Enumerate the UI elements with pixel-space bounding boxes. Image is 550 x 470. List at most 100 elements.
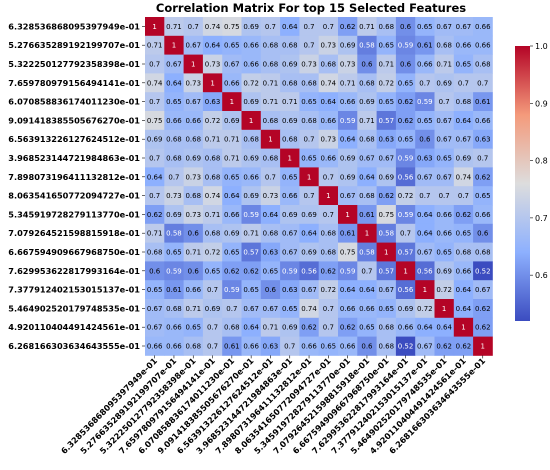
heatmap-cell — [222, 223, 242, 243]
heatmap-cell — [357, 205, 377, 225]
heatmap-cell — [338, 54, 358, 74]
cell-value-label: 0.6 — [400, 23, 412, 31]
heatmap-cell — [145, 148, 165, 168]
heatmap-cell — [318, 299, 339, 319]
cell-value-label: 0.69 — [243, 23, 259, 31]
cell-value-label: 0.65 — [301, 155, 317, 163]
cell-value-label: 0.71 — [263, 98, 279, 106]
cell-value-label: 0.67 — [282, 249, 298, 257]
cell-value-label: 0.67 — [185, 42, 201, 50]
heatmap-cell — [222, 111, 242, 131]
cell-value-label: 0.75 — [340, 249, 356, 257]
heatmap-cell — [280, 167, 300, 187]
cell-value-label: 0.68 — [263, 117, 279, 125]
cell-value-label: 0.68 — [378, 343, 394, 351]
heatmap-cell — [222, 205, 242, 225]
heatmap-cell — [299, 317, 320, 337]
heatmap-cell — [357, 148, 377, 168]
cell-value-label: 0.67 — [147, 305, 163, 313]
heatmap-cell — [299, 336, 320, 356]
cell-value-label: 0.7 — [323, 211, 334, 219]
heatmap-cell — [299, 186, 320, 206]
heatmap-cell — [222, 54, 242, 74]
cell-value-label: 0.66 — [417, 61, 433, 69]
cell-value-label: 0.67 — [436, 136, 452, 144]
colorbar-tick-label: 1.0 — [535, 42, 548, 51]
heatmap-cell — [318, 280, 339, 300]
heatmap-cell — [415, 261, 435, 281]
heatmap-cell — [473, 92, 493, 112]
cell-value-label: 0.7 — [323, 324, 334, 332]
heatmap-cell — [241, 242, 262, 262]
heatmap-cell — [260, 111, 281, 131]
heatmap-cell — [202, 186, 223, 206]
cell-value-label: 0.7 — [419, 79, 430, 87]
heatmap-cell — [318, 111, 339, 131]
heatmap-cell — [222, 92, 242, 112]
heatmap-cell — [222, 317, 242, 337]
heatmap-cell — [280, 129, 300, 149]
heatmap-cell — [453, 280, 474, 300]
cell-value-label: 0.66 — [475, 23, 491, 31]
y-tick-label: 3.968523144721984863e-01 — [8, 153, 140, 163]
cell-value-label: 0.7 — [168, 173, 179, 181]
heatmap-cell — [202, 261, 223, 281]
cell-value-label: 0.69 — [282, 324, 298, 332]
heatmap-cell — [434, 54, 455, 74]
heatmap-cell — [376, 205, 397, 225]
cell-value-label: 0.59 — [398, 155, 414, 163]
cell-value-label: 0.7 — [400, 230, 411, 238]
heatmap-cell — [222, 17, 242, 37]
cell-value-label: 0.65 — [321, 343, 337, 351]
cell-value-label: 0.75 — [378, 211, 394, 219]
cell-value-label: 0.71 — [205, 136, 221, 144]
cell-value-label: 0.69 — [282, 61, 298, 69]
heatmap-cell — [145, 317, 165, 337]
heatmap-cell — [357, 167, 377, 187]
cell-value-label: 0.57 — [378, 267, 394, 275]
heatmap-cell — [473, 223, 493, 243]
cell-value-label: 0.59 — [243, 211, 259, 219]
heatmap-cell — [241, 73, 262, 93]
cell-value-label: 0.73 — [185, 173, 201, 181]
heatmap-cell — [376, 17, 397, 37]
heatmap-cell — [280, 148, 300, 168]
heatmap-cell — [395, 167, 416, 187]
cell-value-label: 0.65 — [475, 192, 491, 200]
heatmap-cell — [338, 336, 358, 356]
heatmap-cell — [260, 129, 281, 149]
heatmap-cell — [280, 73, 300, 93]
heatmap-cell — [318, 205, 339, 225]
heatmap-cell — [164, 73, 184, 93]
heatmap-cell — [473, 35, 493, 55]
heatmap-cell — [145, 17, 165, 37]
cell-value-label: 0.67 — [456, 23, 472, 31]
cell-value-label: 0.68 — [475, 249, 491, 257]
heatmap-cell — [415, 167, 435, 187]
cell-value-label: 0.73 — [321, 42, 337, 50]
cell-value-label: 0.61 — [417, 42, 433, 50]
heatmap-cell — [357, 317, 377, 337]
cell-value-label: 0.72 — [321, 286, 337, 294]
cell-value-label: 0.75 — [147, 117, 163, 125]
cell-value-label: 0.58 — [359, 249, 375, 257]
heatmap-cell — [338, 73, 358, 93]
heatmap-cell — [415, 111, 435, 131]
heatmap-cell — [260, 186, 281, 206]
heatmap-cell — [395, 129, 416, 149]
heatmap-cell — [145, 129, 165, 149]
heatmap-cell — [434, 129, 455, 149]
cell-value-label: 0.64 — [417, 324, 433, 332]
heatmap-cell — [434, 242, 455, 262]
cell-value-label: 0.69 — [398, 305, 414, 313]
heatmap-cell — [434, 148, 455, 168]
cell-value-label: 0.68 — [321, 249, 337, 257]
cell-value-label: 0.57 — [243, 249, 259, 257]
heatmap-cell — [338, 17, 358, 37]
heatmap-cell — [202, 35, 223, 55]
y-tick-label: 7.629953622817993164e-01 — [8, 266, 140, 276]
cell-value-label: 0.62 — [378, 192, 394, 200]
heatmap-cell — [222, 167, 242, 187]
cell-value-label: 0.68 — [475, 61, 491, 69]
